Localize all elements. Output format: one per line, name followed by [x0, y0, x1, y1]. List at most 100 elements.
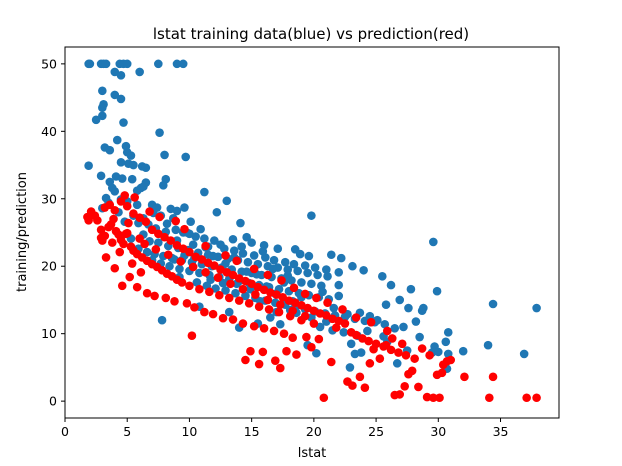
data-point [348, 381, 357, 390]
data-point [458, 346, 468, 356]
data-point [300, 261, 310, 270]
data-point [100, 231, 110, 241]
x-tick-label: 0 [61, 424, 69, 439]
data-point [155, 212, 164, 222]
data-point [224, 293, 234, 303]
data-point [411, 317, 421, 326]
data-point [307, 211, 316, 220]
data-point [141, 163, 151, 173]
data-point [346, 339, 356, 349]
data-point [254, 302, 264, 312]
data-point [110, 90, 120, 100]
data-point [98, 103, 107, 113]
data-point [208, 251, 218, 261]
data-point [145, 207, 154, 216]
data-point [116, 158, 126, 167]
data-point [340, 319, 350, 328]
data-point [401, 350, 411, 360]
data-point [221, 251, 230, 260]
data-point [221, 286, 230, 295]
data-point [425, 350, 434, 360]
data-point [407, 366, 417, 376]
data-point [216, 240, 225, 249]
data-point [395, 295, 405, 305]
data-point [415, 332, 424, 342]
data-point [229, 246, 239, 256]
data-point [105, 145, 115, 155]
data-point [154, 238, 163, 247]
data-point [247, 238, 256, 247]
data-point [101, 59, 111, 69]
data-point [105, 200, 115, 210]
data-point [127, 259, 137, 268]
data-point [130, 193, 139, 202]
data-point [380, 319, 390, 329]
data-point [334, 291, 344, 301]
data-point [196, 224, 205, 234]
x-tick-label: 30 [430, 424, 446, 439]
data-point [136, 268, 146, 277]
data-point [93, 216, 102, 225]
data-point [336, 253, 346, 263]
data-point [237, 242, 246, 251]
data-point [236, 218, 245, 228]
data-point [326, 357, 336, 367]
data-point [249, 264, 259, 274]
data-point [274, 307, 284, 317]
data-point [157, 315, 167, 325]
data-point [208, 309, 218, 319]
data-point [98, 86, 107, 96]
data-point [263, 270, 273, 280]
data-point [283, 265, 293, 274]
data-point [180, 224, 189, 234]
data-point [129, 209, 138, 218]
data-point [112, 135, 122, 145]
data-point [323, 272, 332, 281]
data-point [210, 236, 219, 245]
data-point [187, 331, 197, 341]
data-point [155, 128, 164, 137]
data-point [251, 290, 260, 299]
data-point [303, 268, 312, 278]
data-point [151, 245, 161, 254]
data-point [326, 250, 336, 260]
data-point [170, 297, 179, 306]
data-point [119, 239, 128, 249]
y-tick-label: 30 [41, 191, 57, 206]
data-point [263, 295, 273, 305]
data-point [116, 71, 126, 80]
data-point [210, 261, 219, 270]
x-axis-label: lstat [298, 446, 327, 461]
data-point [414, 382, 423, 392]
data-point [269, 326, 279, 336]
data-point [162, 219, 172, 229]
data-point [378, 272, 387, 281]
data-point [435, 393, 444, 403]
y-axis-ticks: 0 10 20 30 40 50 [41, 56, 65, 409]
data-point [485, 393, 494, 403]
data-point [200, 307, 209, 317]
y-axis-label: training/prediction [15, 172, 30, 292]
data-point [397, 339, 407, 349]
data-point [365, 359, 375, 368]
data-point [190, 303, 199, 312]
data-point [314, 334, 324, 344]
data-point [422, 392, 432, 402]
data-point [161, 293, 171, 303]
data-point [404, 303, 413, 313]
data-point [132, 200, 142, 210]
data-point [432, 286, 442, 296]
data-point [110, 187, 120, 196]
data-point [228, 315, 238, 324]
data-point [84, 161, 93, 171]
data-point [438, 360, 448, 370]
data-point [355, 372, 365, 382]
data-point [110, 205, 120, 215]
data-point [191, 232, 200, 241]
data-point [126, 151, 136, 160]
data-point [300, 311, 310, 321]
data-point [246, 346, 255, 356]
data-point [429, 393, 438, 403]
data-point [119, 118, 128, 127]
data-point [177, 278, 187, 287]
